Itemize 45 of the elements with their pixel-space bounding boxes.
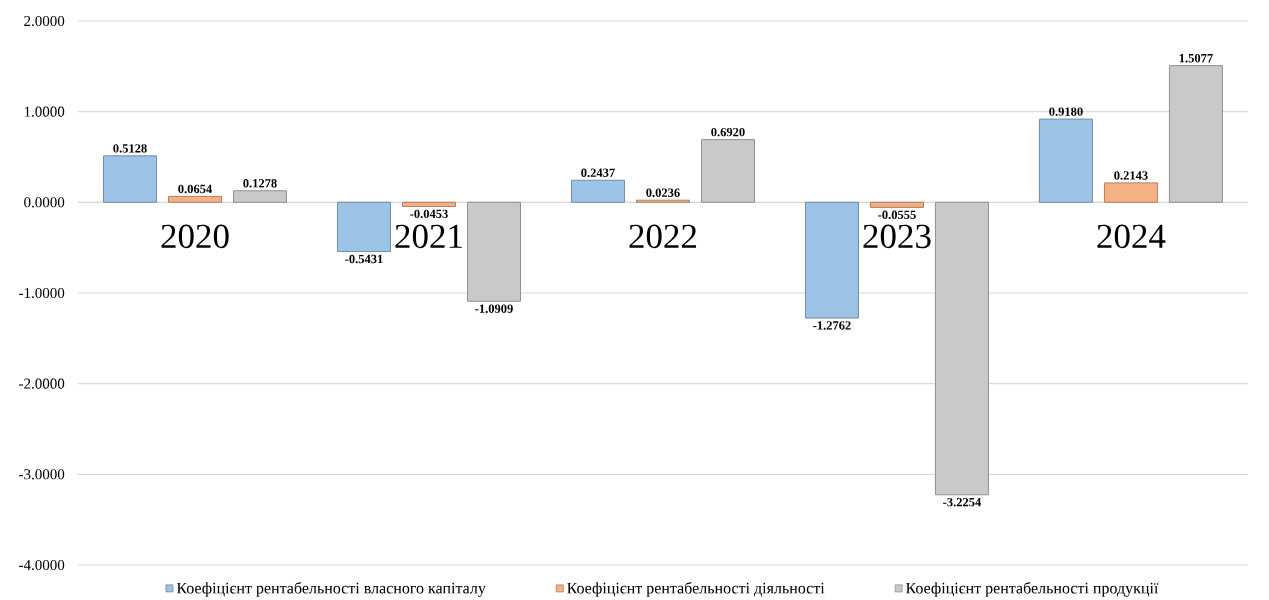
- bar: [934, 201, 989, 496]
- x-tick-label: 2024: [1097, 224, 1166, 249]
- bar: [401, 201, 456, 207]
- y-tick-label: -4.0000: [19, 559, 65, 571]
- data-label: -0.0453: [410, 209, 448, 219]
- data-label: -3.2254: [943, 497, 981, 507]
- legend-label: Коефіцієнт рентабельності власного капіталу: [176, 581, 486, 597]
- legend-label: Коефіцієнт рентабельності діяльності: [567, 581, 825, 597]
- data-label: 0.0236: [646, 188, 680, 197]
- bar: [1103, 182, 1158, 203]
- data-label: -0.0555: [878, 210, 916, 220]
- data-label: 0.0654: [178, 184, 212, 194]
- data-label: -1.2762: [813, 321, 851, 330]
- y-tick-label: -2.0000: [19, 378, 65, 389]
- x-tick-label: 2023: [863, 224, 931, 249]
- x-tick-label: 2022: [629, 224, 697, 249]
- bar: [167, 195, 222, 203]
- bar: [570, 179, 625, 203]
- x-tick-label: 2021: [395, 224, 462, 249]
- data-label: 1.5077: [1179, 53, 1213, 63]
- bar: [1038, 118, 1093, 203]
- bar: [635, 199, 690, 203]
- data-label: 0.9180: [1049, 107, 1083, 116]
- bar: [869, 201, 924, 208]
- data-label: -0.5431: [345, 254, 383, 264]
- legend-label: Коефіцієнт рентабельності продукції: [905, 581, 1159, 597]
- data-label: 0.2437: [581, 168, 615, 178]
- data-label: 0.5128: [113, 144, 147, 153]
- y-tick-label: 1.0000: [24, 106, 65, 117]
- bar: [102, 155, 157, 203]
- y-tick-label: 2.0000: [24, 15, 65, 27]
- bar: [804, 201, 859, 319]
- bar: [466, 201, 521, 302]
- y-tick-label: 0.0000: [24, 197, 65, 208]
- bar: [1168, 65, 1223, 203]
- bar: [700, 139, 755, 203]
- data-label: -1.0909: [475, 304, 513, 313]
- y-tick-label: -1.0000: [19, 287, 65, 299]
- data-label: 0.6920: [711, 127, 745, 137]
- data-label: 0.1278: [243, 179, 277, 188]
- bar: [233, 190, 287, 203]
- data-label: 0.2143: [1114, 171, 1148, 180]
- bar: [336, 201, 391, 253]
- y-tick-label: -3.0000: [19, 469, 65, 480]
- x-tick-label: 2020: [161, 224, 229, 249]
